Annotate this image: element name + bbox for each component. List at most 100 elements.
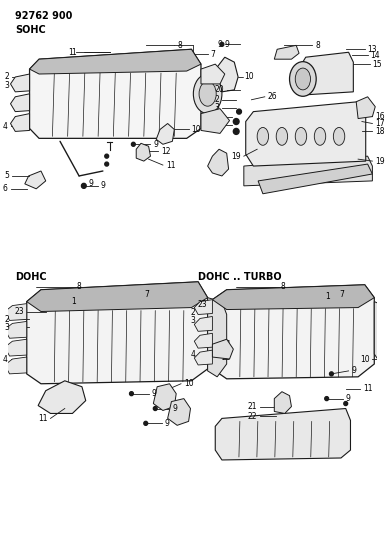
Polygon shape bbox=[5, 304, 27, 320]
Polygon shape bbox=[5, 339, 27, 356]
Ellipse shape bbox=[314, 127, 326, 146]
Text: DOHC: DOHC bbox=[15, 272, 47, 282]
Polygon shape bbox=[168, 399, 191, 425]
Polygon shape bbox=[5, 357, 27, 374]
Text: 15: 15 bbox=[372, 60, 382, 69]
Circle shape bbox=[237, 109, 241, 114]
Polygon shape bbox=[246, 102, 366, 166]
Polygon shape bbox=[136, 143, 151, 161]
Polygon shape bbox=[212, 339, 233, 359]
Text: 2: 2 bbox=[191, 308, 195, 317]
Polygon shape bbox=[156, 124, 174, 144]
Text: 9: 9 bbox=[346, 394, 351, 403]
Text: 14: 14 bbox=[371, 51, 380, 60]
Ellipse shape bbox=[257, 127, 268, 146]
Polygon shape bbox=[374, 302, 388, 361]
Polygon shape bbox=[201, 64, 225, 84]
Circle shape bbox=[130, 392, 133, 395]
Polygon shape bbox=[10, 74, 29, 92]
Polygon shape bbox=[274, 45, 299, 59]
Text: 2: 2 bbox=[5, 72, 10, 82]
Text: 20: 20 bbox=[214, 85, 224, 94]
Text: SOHC: SOHC bbox=[15, 25, 46, 35]
Text: 4: 4 bbox=[3, 122, 8, 131]
Ellipse shape bbox=[276, 127, 288, 146]
Polygon shape bbox=[29, 49, 201, 74]
Text: 10: 10 bbox=[184, 379, 194, 388]
Text: 8: 8 bbox=[177, 41, 182, 50]
Circle shape bbox=[325, 397, 329, 401]
Polygon shape bbox=[27, 282, 208, 311]
Text: 1: 1 bbox=[69, 48, 73, 56]
Text: 21: 21 bbox=[248, 402, 257, 411]
Text: 22: 22 bbox=[203, 121, 212, 130]
Polygon shape bbox=[201, 109, 230, 133]
Polygon shape bbox=[25, 171, 46, 189]
Text: 3: 3 bbox=[214, 103, 219, 112]
Text: DOHC .. TURBO: DOHC .. TURBO bbox=[198, 272, 282, 282]
Text: 10: 10 bbox=[191, 125, 201, 134]
Polygon shape bbox=[27, 282, 208, 384]
Text: 3: 3 bbox=[191, 316, 195, 325]
Text: 10: 10 bbox=[360, 354, 369, 364]
Text: 13: 13 bbox=[367, 45, 377, 54]
Polygon shape bbox=[194, 317, 212, 332]
Text: 22: 22 bbox=[248, 412, 257, 421]
Text: 8: 8 bbox=[315, 41, 320, 50]
Polygon shape bbox=[5, 321, 27, 338]
Text: 6: 6 bbox=[3, 184, 8, 193]
Text: 9: 9 bbox=[88, 180, 94, 188]
Polygon shape bbox=[10, 114, 29, 132]
Text: 8: 8 bbox=[281, 282, 286, 292]
Ellipse shape bbox=[289, 62, 316, 96]
Text: 7: 7 bbox=[339, 290, 344, 299]
Circle shape bbox=[132, 142, 135, 146]
Text: 25: 25 bbox=[222, 352, 232, 361]
Text: 9: 9 bbox=[225, 40, 230, 49]
Text: 3: 3 bbox=[5, 82, 10, 91]
Text: 24: 24 bbox=[222, 340, 232, 349]
Text: 19: 19 bbox=[375, 157, 385, 166]
Text: 9: 9 bbox=[172, 404, 177, 413]
Text: 12: 12 bbox=[161, 147, 170, 156]
Text: 9: 9 bbox=[153, 140, 158, 149]
Text: 11: 11 bbox=[363, 384, 372, 393]
Text: 19: 19 bbox=[231, 152, 241, 160]
Text: 11: 11 bbox=[166, 160, 175, 169]
Circle shape bbox=[81, 183, 86, 188]
Text: 9: 9 bbox=[165, 419, 170, 428]
Text: 2: 2 bbox=[214, 95, 219, 104]
Text: 9: 9 bbox=[217, 40, 222, 49]
Circle shape bbox=[144, 422, 148, 425]
Text: 1: 1 bbox=[325, 292, 329, 301]
Text: 92762 900: 92762 900 bbox=[15, 11, 73, 21]
Text: 21: 21 bbox=[205, 112, 214, 121]
Polygon shape bbox=[194, 333, 212, 348]
Polygon shape bbox=[208, 149, 229, 176]
Ellipse shape bbox=[333, 127, 345, 146]
Ellipse shape bbox=[193, 74, 222, 114]
Polygon shape bbox=[244, 156, 372, 186]
Polygon shape bbox=[212, 285, 374, 310]
Ellipse shape bbox=[295, 68, 310, 90]
Text: 23: 23 bbox=[14, 307, 24, 316]
Text: 4: 4 bbox=[3, 354, 8, 364]
Polygon shape bbox=[356, 97, 375, 118]
Text: 11: 11 bbox=[38, 414, 48, 423]
Text: 17: 17 bbox=[375, 119, 385, 128]
Polygon shape bbox=[208, 297, 227, 377]
Text: 26: 26 bbox=[268, 92, 277, 101]
Circle shape bbox=[105, 154, 109, 158]
Text: 18: 18 bbox=[375, 127, 385, 136]
Polygon shape bbox=[258, 164, 372, 194]
Circle shape bbox=[220, 42, 224, 46]
Polygon shape bbox=[211, 57, 238, 92]
Circle shape bbox=[233, 118, 239, 125]
Ellipse shape bbox=[199, 82, 216, 106]
Text: 23: 23 bbox=[197, 300, 207, 309]
Polygon shape bbox=[194, 300, 212, 314]
Polygon shape bbox=[38, 381, 86, 414]
Text: 9: 9 bbox=[151, 389, 156, 398]
Text: 5: 5 bbox=[5, 172, 10, 181]
Polygon shape bbox=[215, 408, 350, 460]
